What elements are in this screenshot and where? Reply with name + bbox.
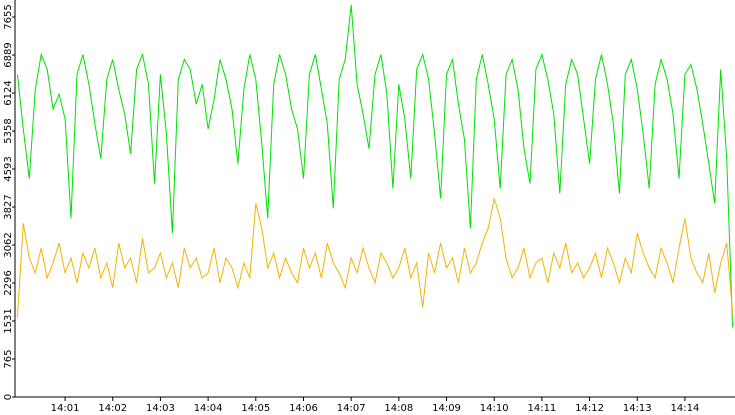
x-tick-label: 14:11 [527, 403, 556, 414]
y-tick-label: 7655 [3, 4, 14, 29]
x-tick-label: 14:09 [432, 403, 461, 414]
x-tick-label: 14:01 [51, 403, 80, 414]
x-tick-label: 14:04 [194, 403, 223, 414]
series-line [16, 198, 734, 318]
y-tick-label: 6889 [3, 42, 14, 67]
y-tick-label: 6124 [3, 80, 14, 105]
y-tick-label: 5358 [3, 118, 14, 143]
y-tick-label: 2296 [3, 270, 14, 295]
y-tick-label: 3827 [3, 194, 14, 219]
x-tick-label: 14:03 [146, 403, 175, 414]
y-tick-label: 1531 [3, 308, 14, 333]
x-tick-label: 14:14 [671, 403, 700, 414]
y-tick-label: 0 [3, 394, 14, 400]
x-tick-label: 14:07 [337, 403, 366, 414]
x-tick-label: 14:02 [98, 403, 127, 414]
y-tick-label: 4593 [3, 156, 14, 181]
x-tick-label: 14:10 [480, 403, 509, 414]
x-tick-label: 14:08 [384, 403, 413, 414]
y-tick-label: 3062 [3, 232, 14, 257]
x-tick-label: 14:06 [289, 403, 318, 414]
y-tick-label: 765 [3, 349, 14, 368]
x-tick-label: 14:05 [241, 403, 270, 414]
series-line [16, 4, 734, 328]
x-tick-label: 14:12 [575, 403, 604, 414]
x-tick-label: 14:13 [623, 403, 652, 414]
